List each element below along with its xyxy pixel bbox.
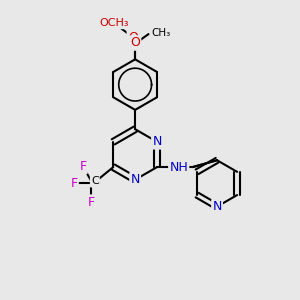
Text: N: N	[152, 135, 162, 148]
Text: C: C	[91, 176, 99, 186]
Text: NH: NH	[169, 160, 188, 174]
Text: N: N	[130, 173, 140, 186]
Text: N: N	[212, 200, 222, 213]
Text: F: F	[70, 177, 78, 190]
Text: F: F	[80, 160, 86, 173]
Text: F: F	[87, 196, 94, 209]
Text: CH₃: CH₃	[152, 28, 171, 38]
Text: O: O	[128, 31, 138, 44]
Text: O: O	[130, 37, 140, 50]
Text: OCH₃: OCH₃	[99, 18, 128, 28]
